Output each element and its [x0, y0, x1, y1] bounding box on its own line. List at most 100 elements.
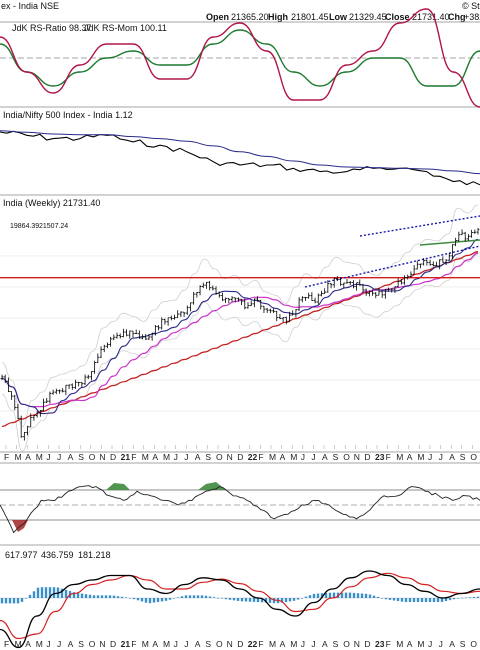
macd-histogram-bar	[296, 598, 300, 600]
x-tick-label: A	[322, 639, 328, 649]
macd-histogram-bar	[156, 598, 160, 602]
x-tick-label: M	[417, 452, 424, 462]
x-tick-label: M	[15, 452, 22, 462]
macd-histogram-bar	[192, 595, 196, 598]
macd-histogram-bar	[120, 596, 124, 598]
x-tick-label: A	[449, 452, 455, 462]
x-tick-label: S	[78, 452, 84, 462]
x-tick-label: F	[131, 452, 136, 462]
x-tick-label: D	[364, 452, 370, 462]
x-tick-label: A	[449, 639, 455, 649]
macd-histogram-bar	[148, 598, 152, 604]
macd-panel	[0, 570, 480, 649]
macd-histogram-bar	[116, 596, 120, 598]
macd-histogram-bar	[424, 598, 428, 603]
macd-histogram-bar	[72, 592, 76, 598]
osc-overbought-fill	[106, 483, 130, 490]
x-tick-label: 21	[121, 452, 131, 462]
x-tick-label: J	[184, 452, 188, 462]
macd-histogram-bar	[212, 597, 216, 598]
x-tick-label: N	[227, 639, 233, 649]
x-tick-label: 23	[375, 452, 385, 462]
macd-histogram-bar	[444, 598, 448, 602]
channel-upper-line	[359, 215, 480, 237]
macd-signal-line	[0, 572, 480, 640]
macd-histogram-bar	[288, 598, 292, 602]
macd-histogram-bar	[232, 598, 236, 601]
x-tick-label: J	[311, 452, 315, 462]
x-tick-label: J	[174, 639, 178, 649]
macd-histogram-bar	[216, 597, 220, 599]
macd-histogram-bar	[188, 595, 192, 598]
ohlc-readout: Open 21365.20 High 21801.45 Low 21329.45…	[206, 12, 480, 22]
x-tick-label: F	[386, 639, 391, 649]
x-tick-label: J	[57, 452, 61, 462]
x-tick-label: D	[364, 639, 370, 649]
macd-histogram-bar	[284, 598, 288, 603]
x-tick-label: O	[470, 452, 477, 462]
x-tick-label: J	[301, 452, 305, 462]
macd-histogram-bar	[96, 595, 100, 598]
x-tick-label: M	[142, 452, 149, 462]
x-tick-label: S	[460, 639, 466, 649]
macd-histogram-bar	[364, 593, 368, 598]
x-tick-label: N	[99, 452, 105, 462]
x-tick-label: S	[78, 639, 84, 649]
macd-histogram-bar	[0, 598, 4, 604]
macd-histogram-bar	[448, 598, 452, 601]
macd-histogram-bar	[92, 595, 96, 598]
x-tick-label: F	[4, 639, 9, 649]
macd-histogram-bar	[200, 595, 204, 598]
macd-histogram-bar	[52, 587, 56, 598]
macd-histogram-bar	[76, 593, 80, 598]
open-value: 21365.20	[231, 12, 269, 22]
macd-histogram-bar	[292, 598, 296, 601]
rs-mom-line	[0, 8, 480, 108]
x-tick-label: M	[163, 639, 170, 649]
macd-histogram-bar	[88, 594, 92, 598]
macd-histogram-bar	[104, 595, 108, 598]
rs-average-line	[0, 130, 480, 175]
x-tick-label: O	[343, 639, 350, 649]
rs-line	[0, 130, 480, 186]
x-tick-label: M	[15, 639, 22, 649]
x-tick-label: A	[407, 452, 413, 462]
low-value: 21329.45	[349, 12, 387, 22]
macd-histogram-bar	[112, 595, 116, 598]
x-tick-label: M	[290, 452, 297, 462]
rrg-panel	[0, 8, 480, 108]
ma-50-line	[1, 252, 479, 408]
macd-histogram-bar	[84, 594, 88, 598]
macd-histogram-bar	[100, 595, 104, 598]
macd-histogram-bar	[420, 598, 424, 603]
high-value: 21801.45	[291, 12, 329, 22]
x-tick-label: A	[152, 452, 158, 462]
macd-histogram-bar	[224, 598, 228, 600]
x-tick-label: J	[428, 639, 432, 649]
macd-histogram-bar	[476, 596, 480, 598]
x-tick-label: A	[68, 639, 74, 649]
macd-histogram-bar	[452, 598, 456, 600]
ma-legend-1: 19864.39	[10, 223, 39, 230]
macd-histogram-bar	[372, 595, 376, 598]
close-value: 21731.40	[412, 12, 450, 22]
ma-legend-2: 21507.24	[39, 223, 68, 230]
x-tick-label: F	[4, 452, 9, 462]
x-tick-label: M	[36, 639, 43, 649]
x-tick-label: A	[152, 639, 158, 649]
x-tick-label: D	[110, 639, 116, 649]
macd-histogram-bar	[272, 598, 276, 604]
macd-histogram-bar	[304, 596, 308, 598]
oscillator-line	[0, 485, 480, 534]
macd-histogram-bar	[432, 598, 436, 603]
macd-histogram-bar	[460, 597, 464, 599]
chg-value: +382.	[464, 12, 480, 22]
macd-histogram-bar	[64, 589, 68, 598]
macd-histogram-bar	[264, 598, 268, 603]
ma-20-line	[1, 238, 479, 415]
x-tick-label: J	[46, 452, 50, 462]
macd-histogram-bar	[28, 594, 32, 598]
macd-histogram-bar	[468, 597, 472, 598]
chart-symbol-title: ex - India NSE	[1, 1, 59, 11]
macd-histogram-bar	[324, 593, 328, 598]
